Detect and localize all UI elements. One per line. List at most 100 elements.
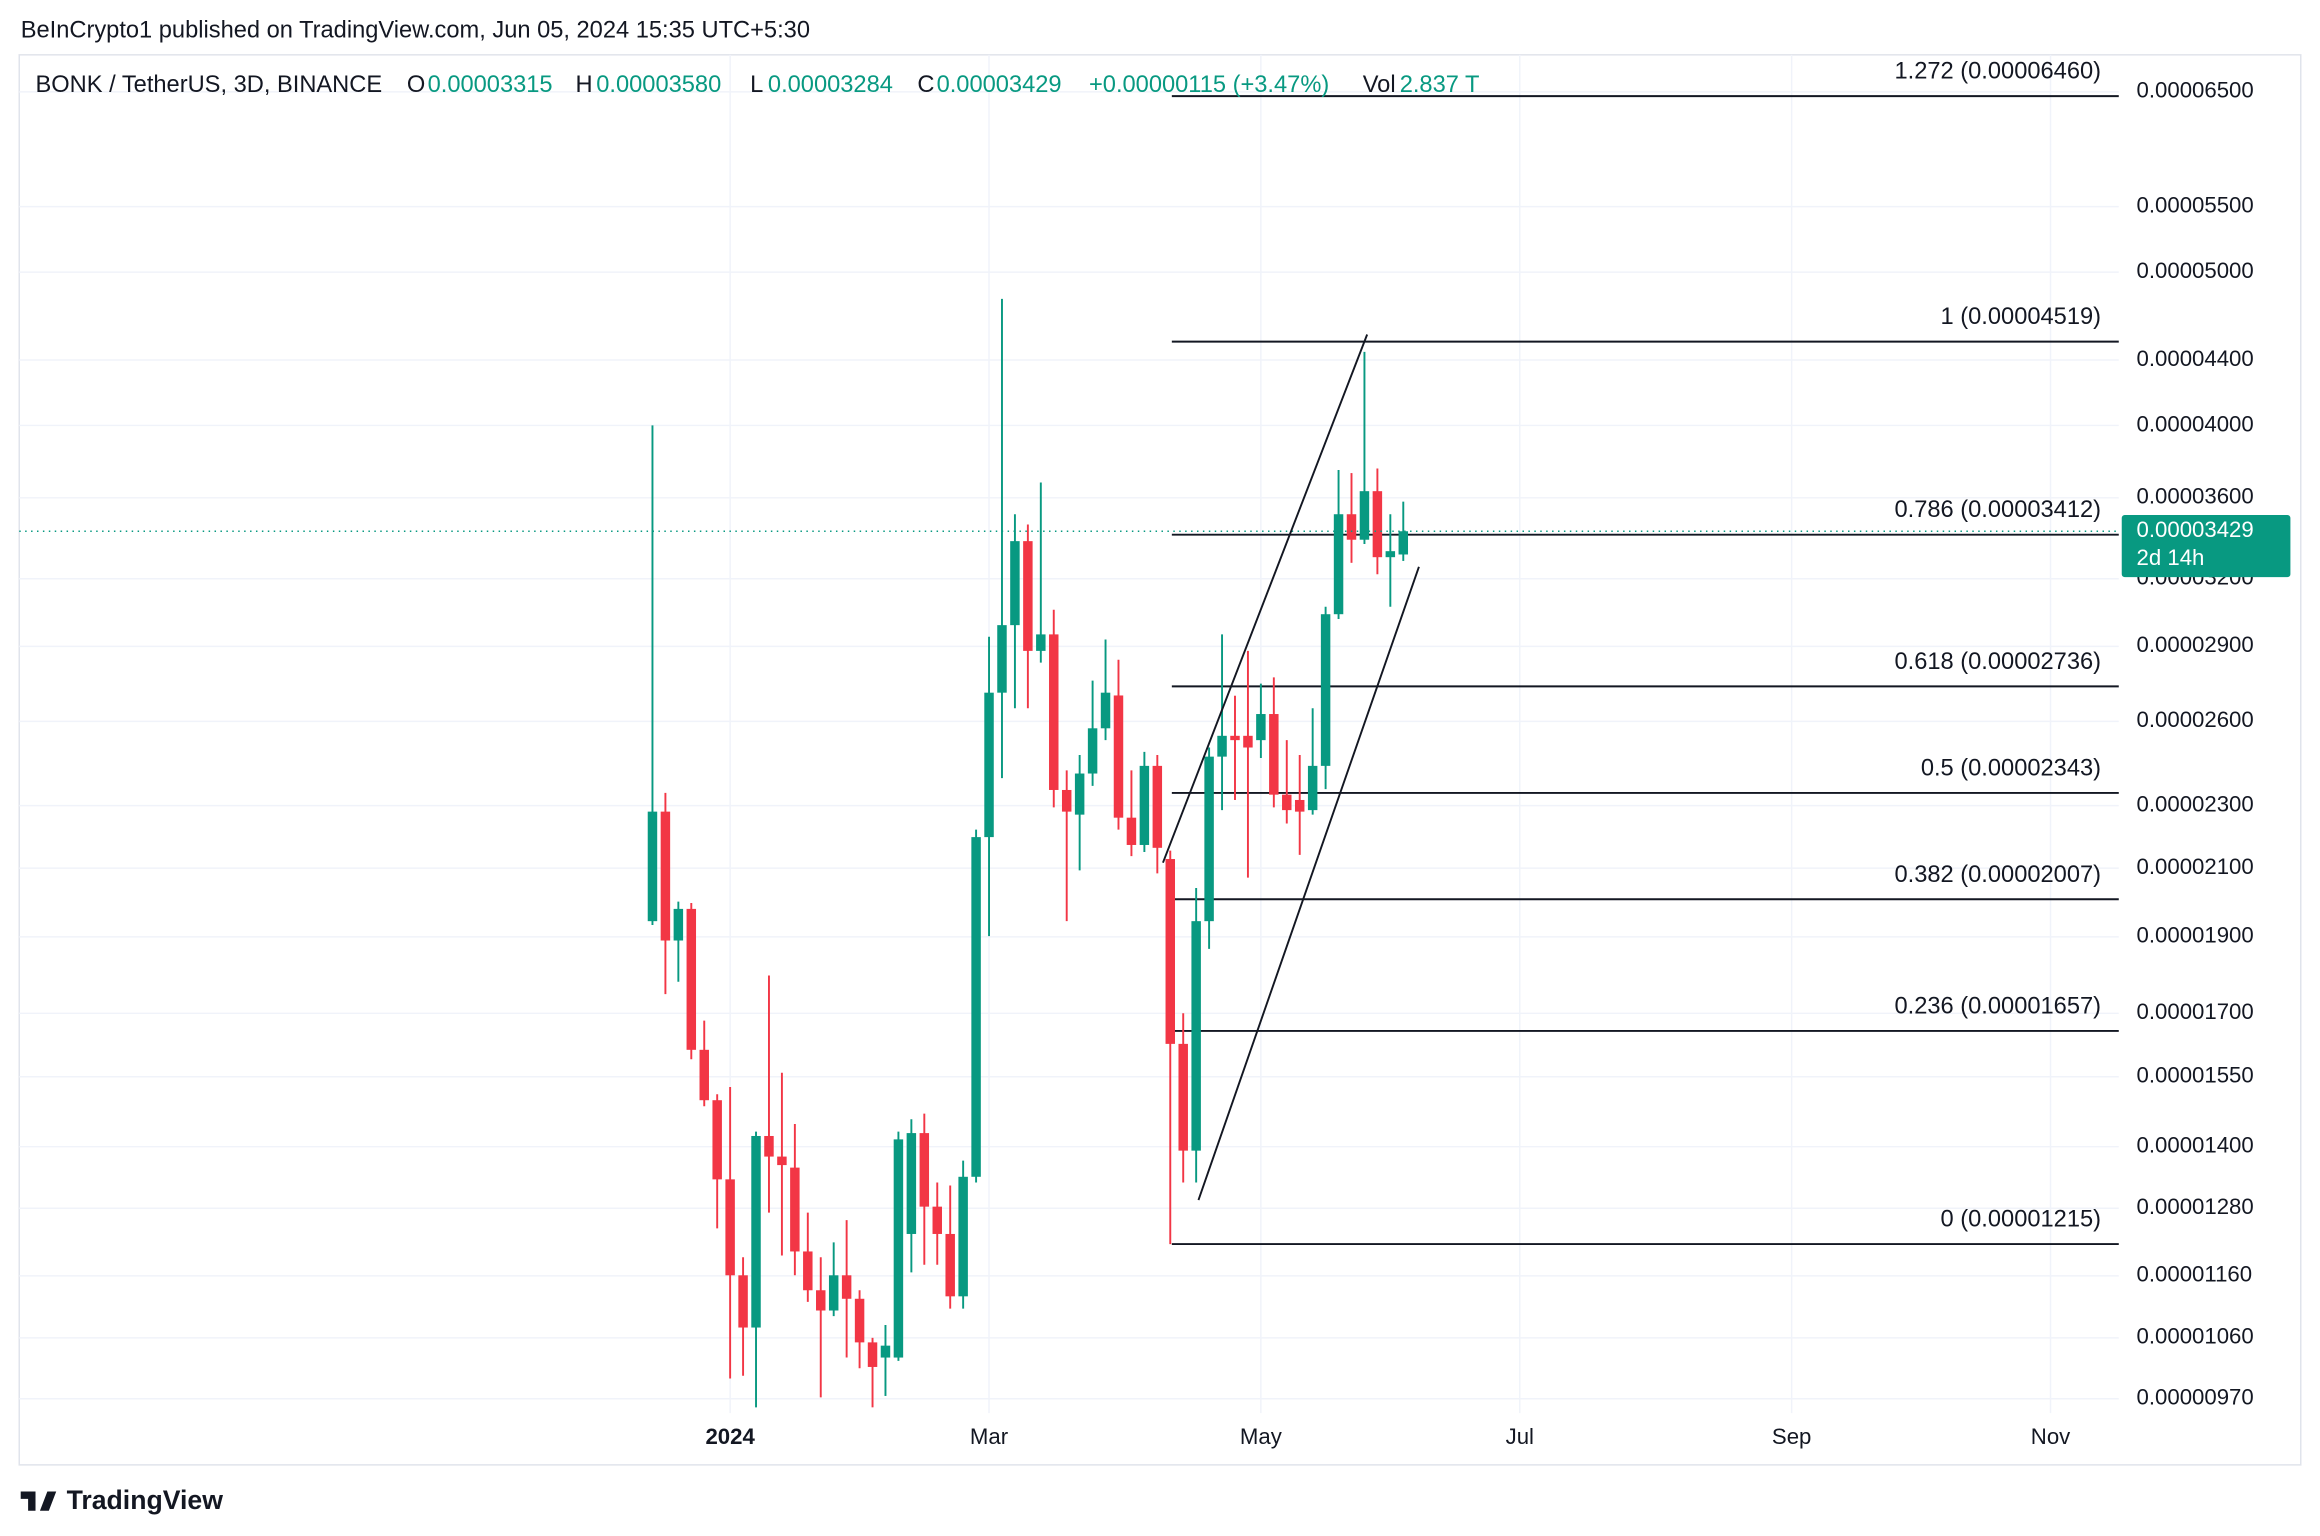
candle-body	[919, 1133, 930, 1207]
ohlc-label: L	[750, 72, 763, 98]
candle-body	[1036, 634, 1046, 651]
y-tick-label: 0.00003600	[2137, 484, 2254, 509]
candle-body	[1294, 799, 1305, 812]
candle-body	[1049, 634, 1059, 790]
x-tick-label: Sep	[1772, 1424, 1811, 1449]
candle-body	[1269, 714, 1279, 795]
y-tick-label: 0.00005000	[2137, 258, 2254, 283]
candle-body	[1074, 773, 1085, 815]
candle-body	[1359, 491, 1370, 540]
candle-body	[764, 1135, 774, 1157]
candle-body	[1217, 735, 1227, 757]
fib-label: 0.618 (0.00002736)	[1895, 649, 2102, 675]
candle-body	[803, 1251, 813, 1291]
plot: 1.272 (0.00006460) 1 (0.00004519) 0.786 (0…	[19, 59, 2119, 1408]
candle-body	[1385, 551, 1396, 558]
candle-body	[686, 908, 697, 1050]
candle-body	[647, 811, 658, 922]
price-tag	[2121, 514, 2291, 578]
fib-label: 0.382 (0.00002007)	[1895, 862, 2102, 888]
candle-body	[790, 1167, 800, 1252]
candle-body	[906, 1133, 917, 1234]
publisher-line: BeInCrypto1 published on TradingView.com…	[21, 17, 810, 43]
y-tick-label: 0.00000970	[2137, 1385, 2254, 1410]
candle-body	[958, 1176, 968, 1297]
x-tick-label: Mar	[970, 1424, 1009, 1449]
ohlc-label: O	[407, 72, 425, 98]
candle-body	[1230, 735, 1240, 741]
candle-body	[699, 1049, 709, 1101]
change: +0.00000115 (+3.47%)	[1089, 72, 1329, 98]
x-tick-label: May	[1240, 1424, 1283, 1449]
ohlc-label: C	[917, 72, 934, 98]
trend-line	[1162, 334, 1369, 864]
candle-body	[828, 1275, 839, 1311]
y-tick-label: 0.00002900	[2137, 632, 2254, 657]
candle-body	[997, 625, 1007, 693]
ohlc-value: 0.00003580	[596, 72, 721, 98]
x-tick-label: Jul	[1506, 1424, 1534, 1449]
x-tick-label: Nov	[2031, 1424, 2071, 1449]
candle-body	[1372, 491, 1383, 558]
candle-body	[971, 837, 981, 1177]
candle-body	[1178, 1043, 1188, 1151]
candle-body	[816, 1290, 826, 1311]
candle-body	[1126, 817, 1137, 845]
candle-body	[984, 692, 994, 838]
candle-body	[841, 1275, 852, 1299]
candle-body	[945, 1233, 955, 1297]
fib-label: 0.236 (0.00001657)	[1895, 993, 2102, 1019]
candle-body	[1320, 614, 1331, 766]
candle-body	[1023, 541, 1033, 651]
fib-label: 1 (0.00004519)	[1941, 304, 2101, 330]
y-tick-label: 0.00002100	[2137, 854, 2254, 879]
candle-body	[725, 1179, 735, 1276]
volume-value: 2.837 T	[1400, 72, 1480, 98]
candle-body	[1010, 541, 1020, 626]
candle-body	[1307, 765, 1318, 811]
y-tick-label: 0.00001900	[2137, 923, 2254, 948]
candle-body	[738, 1275, 748, 1328]
y-tick-label: 0.00001550	[2137, 1063, 2254, 1088]
brand: TradingView	[67, 1485, 224, 1515]
fib-label: 1.272 (0.00006460)	[1895, 59, 2102, 85]
candle-body	[1165, 859, 1176, 1044]
candle-body	[1191, 921, 1201, 1151]
candle-body	[1398, 531, 1409, 555]
ohlc-label: H	[576, 72, 593, 98]
price-tag-value: 0.00003429	[2137, 517, 2254, 542]
ohlc-value: 0.00003315	[428, 72, 553, 98]
candle-body	[751, 1135, 761, 1328]
y-tick-label: 0.00006500	[2137, 78, 2254, 103]
fib-label: 0.786 (0.00003412)	[1895, 497, 2102, 523]
candle-body	[1152, 765, 1163, 848]
candle-body	[932, 1206, 942, 1234]
x-tick-label: 2024	[705, 1424, 755, 1449]
candle-body	[867, 1342, 878, 1367]
candle-body	[1113, 695, 1124, 818]
volume-label: Vol	[1363, 72, 1396, 98]
candle-body	[1333, 514, 1344, 615]
y-tick-label: 0.00001060	[2137, 1324, 2254, 1349]
candle-body	[1346, 514, 1357, 540]
candle-body	[777, 1156, 787, 1166]
fib-label: 0 (0.00001215)	[1941, 1207, 2101, 1233]
ohlc-value: 0.00003284	[768, 72, 893, 98]
candle-body	[660, 811, 671, 941]
candle-body	[1243, 735, 1253, 748]
candle-body	[1256, 714, 1266, 741]
y-tick-label: 0.00001700	[2137, 999, 2254, 1024]
legend-row: BONK / TetherUS, 3D, BINANCE O 0.0000331…	[36, 72, 1480, 98]
y-tick-label: 0.00001280	[2137, 1194, 2254, 1219]
candle-body	[893, 1139, 904, 1358]
y-tick-label: 0.00001400	[2137, 1133, 2254, 1158]
fib-label: 0.5 (0.00002343)	[1921, 755, 2101, 781]
candle-body	[712, 1100, 722, 1180]
candle-body	[1139, 765, 1150, 845]
candle-body	[880, 1345, 891, 1358]
symbol: BONK / TetherUS, 3D, BINANCE	[36, 72, 383, 98]
y-tick-label: 0.00004000	[2137, 411, 2254, 436]
footer-logo: TradingView	[20, 1485, 224, 1515]
